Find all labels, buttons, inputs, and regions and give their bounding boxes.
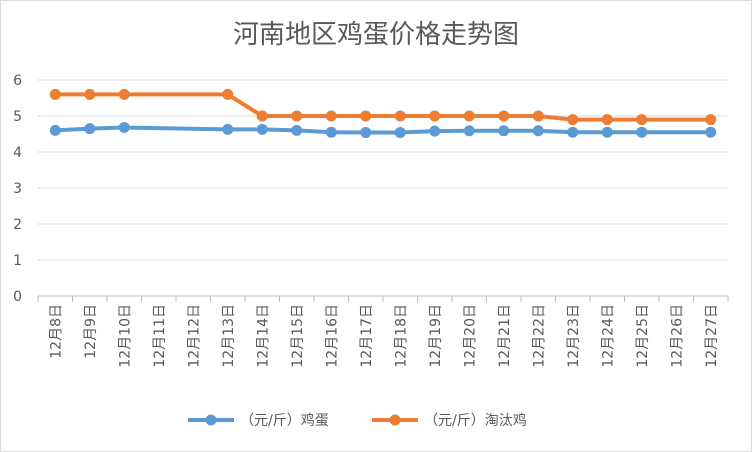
y-tick-label: 6 bbox=[13, 73, 22, 89]
y-tick-label: 5 bbox=[13, 109, 22, 125]
y-tick-label: 2 bbox=[13, 217, 22, 233]
y-tick-label: 0 bbox=[13, 289, 22, 305]
data-point bbox=[394, 127, 406, 139]
data-point bbox=[256, 123, 268, 135]
x-tick-label: 12月23日 bbox=[566, 304, 582, 368]
x-tick-label: 12月14日 bbox=[255, 304, 271, 368]
x-axis: 12月8日 12月9日 12月10日 12月11日 12月12日 12月13日 12月14日… bbox=[37, 295, 729, 368]
x-tick-label: 12月25日 bbox=[635, 304, 651, 368]
data-point bbox=[705, 126, 717, 138]
legend-item-1[interactable]: （元/斤）鸡蛋 bbox=[188, 412, 329, 429]
x-tick-label: 12月18日 bbox=[393, 304, 409, 368]
data-point bbox=[291, 110, 303, 122]
data-point bbox=[222, 123, 234, 135]
data-point bbox=[49, 124, 61, 136]
data-point bbox=[360, 127, 372, 139]
legend-marker bbox=[205, 414, 217, 426]
x-tick-label: 12月13日 bbox=[221, 304, 237, 368]
data-point bbox=[429, 125, 441, 137]
data-point bbox=[463, 110, 475, 122]
x-tick-label: 12月20日 bbox=[462, 304, 478, 368]
data-point bbox=[325, 110, 337, 122]
data-point bbox=[118, 122, 130, 134]
y-axis-ticks: 0 1 2 3 4 5 6 bbox=[13, 73, 22, 305]
x-tick-label: 12月22日 bbox=[531, 304, 547, 368]
data-point bbox=[636, 126, 648, 138]
x-tick-label: 12月19日 bbox=[428, 304, 444, 368]
x-tick-label: 12月27日 bbox=[704, 304, 720, 368]
series-layer bbox=[49, 88, 717, 139]
x-tick-label: 12月21日 bbox=[497, 304, 513, 368]
x-tick-label: 12月9日 bbox=[83, 304, 99, 359]
y-tick-label: 4 bbox=[13, 145, 22, 161]
x-tick-label: 12月17日 bbox=[359, 304, 375, 368]
legend-label: （元/斤）鸡蛋 bbox=[240, 412, 329, 429]
y-tick-label: 3 bbox=[13, 181, 22, 197]
legend-item-2[interactable]: （元/斤）淘汰鸡 bbox=[372, 412, 527, 429]
data-point bbox=[360, 110, 372, 122]
data-point bbox=[463, 125, 475, 137]
data-point bbox=[291, 124, 303, 136]
data-point bbox=[222, 88, 234, 100]
data-point bbox=[118, 88, 130, 100]
data-point bbox=[532, 110, 544, 122]
data-point bbox=[532, 125, 544, 137]
grid-lines bbox=[38, 79, 728, 261]
x-tick-label: 12月26日 bbox=[669, 304, 685, 368]
data-point bbox=[394, 110, 406, 122]
data-point bbox=[49, 88, 61, 100]
legend[interactable]: （元/斤）鸡蛋 （元/斤）淘汰鸡 bbox=[188, 412, 527, 429]
x-tick-label: 12月16日 bbox=[324, 304, 340, 368]
data-point bbox=[567, 114, 579, 126]
data-point bbox=[429, 110, 441, 122]
data-point bbox=[705, 114, 717, 126]
data-point bbox=[498, 110, 510, 122]
x-tick-label: 12月12日 bbox=[186, 304, 202, 368]
data-point bbox=[601, 114, 613, 126]
x-tick-label: 12月24日 bbox=[600, 304, 616, 368]
chart-title: 河南地区鸡蛋价格走势图 bbox=[232, 20, 519, 50]
y-tick-label: 1 bbox=[13, 253, 22, 269]
data-point bbox=[84, 88, 96, 100]
x-tick-label: 12月8日 bbox=[48, 304, 64, 359]
legend-label: （元/斤）淘汰鸡 bbox=[424, 412, 527, 429]
x-tick-label: 12月15日 bbox=[290, 304, 306, 368]
data-point bbox=[636, 114, 648, 126]
data-point bbox=[325, 126, 337, 138]
data-point bbox=[256, 110, 268, 122]
legend-marker bbox=[389, 414, 401, 426]
data-point bbox=[84, 123, 96, 135]
data-point bbox=[601, 126, 613, 138]
data-point bbox=[498, 125, 510, 137]
x-tick-label: 12月10日 bbox=[117, 304, 133, 368]
x-tick-label: 12月11日 bbox=[152, 304, 168, 368]
data-point bbox=[567, 126, 579, 138]
